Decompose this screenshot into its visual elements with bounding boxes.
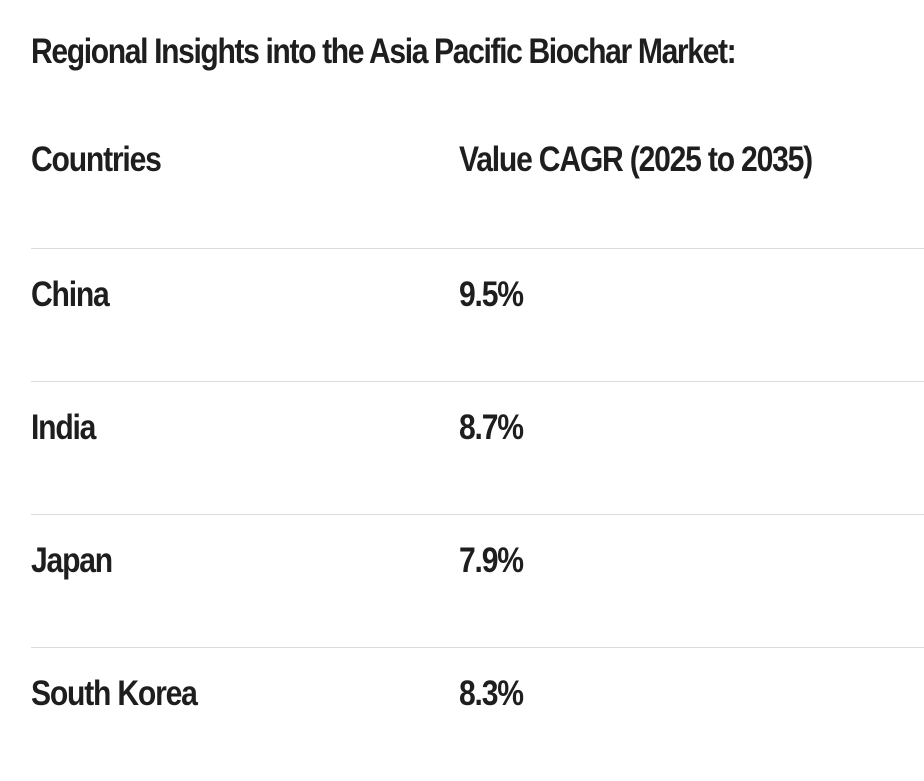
country-cell: China	[31, 275, 110, 314]
country-cell: India	[31, 408, 96, 447]
cagr-cell: 7.9%	[459, 541, 524, 580]
country-cell: South Korea	[31, 674, 198, 713]
table-row: India 8.7%	[31, 382, 924, 515]
table-row: China 9.5%	[31, 249, 924, 382]
cagr-cell: 8.3%	[459, 674, 524, 713]
country-cell: Japan	[31, 541, 113, 580]
cagr-cell: 9.5%	[459, 275, 524, 314]
table-row: Japan 7.9%	[31, 515, 924, 648]
table-header-row: Countries Value CAGR (2025 to 2035)	[31, 116, 924, 249]
cagr-table: Countries Value CAGR (2025 to 2035) Chin…	[31, 116, 924, 781]
column-header-value-cagr: Value CAGR (2025 to 2035)	[459, 140, 813, 179]
column-header-countries: Countries	[31, 140, 162, 179]
cagr-cell: 8.7%	[459, 408, 524, 447]
page-title: Regional Insights into the Asia Pacific …	[31, 32, 737, 71]
table-row: South Korea 8.3%	[31, 648, 924, 781]
